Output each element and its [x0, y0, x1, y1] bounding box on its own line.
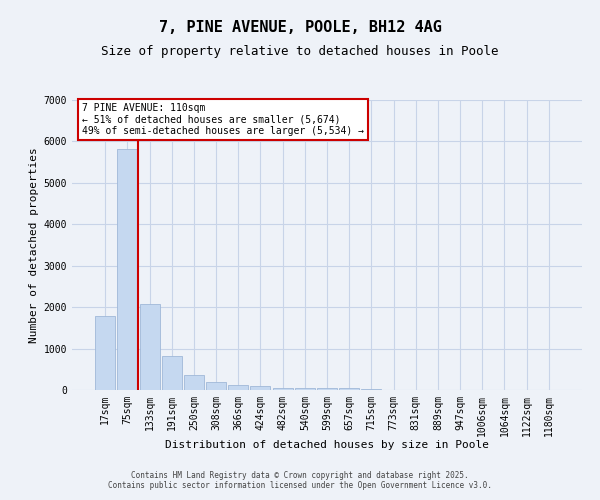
X-axis label: Distribution of detached houses by size in Poole: Distribution of detached houses by size …: [165, 440, 489, 450]
Bar: [140, 304, 160, 390]
Text: Size of property relative to detached houses in Poole: Size of property relative to detached ho…: [101, 45, 499, 58]
Bar: [272, 388, 293, 390]
Bar: [295, 388, 315, 390]
Y-axis label: Number of detached properties: Number of detached properties: [29, 147, 40, 343]
Bar: [184, 375, 204, 390]
Bar: [317, 388, 337, 390]
Bar: [206, 382, 226, 390]
Text: 7 PINE AVENUE: 110sqm
← 51% of detached houses are smaller (5,674)
49% of semi-d: 7 PINE AVENUE: 110sqm ← 51% of detached …: [82, 103, 364, 136]
Bar: [250, 386, 271, 390]
Bar: [228, 386, 248, 390]
Bar: [361, 389, 382, 390]
Bar: [95, 316, 115, 390]
Text: Contains HM Land Registry data © Crown copyright and database right 2025.
Contai: Contains HM Land Registry data © Crown c…: [108, 470, 492, 490]
Text: 7, PINE AVENUE, POOLE, BH12 4AG: 7, PINE AVENUE, POOLE, BH12 4AG: [158, 20, 442, 35]
Bar: [339, 388, 359, 390]
Bar: [162, 356, 182, 390]
Bar: [118, 149, 137, 390]
